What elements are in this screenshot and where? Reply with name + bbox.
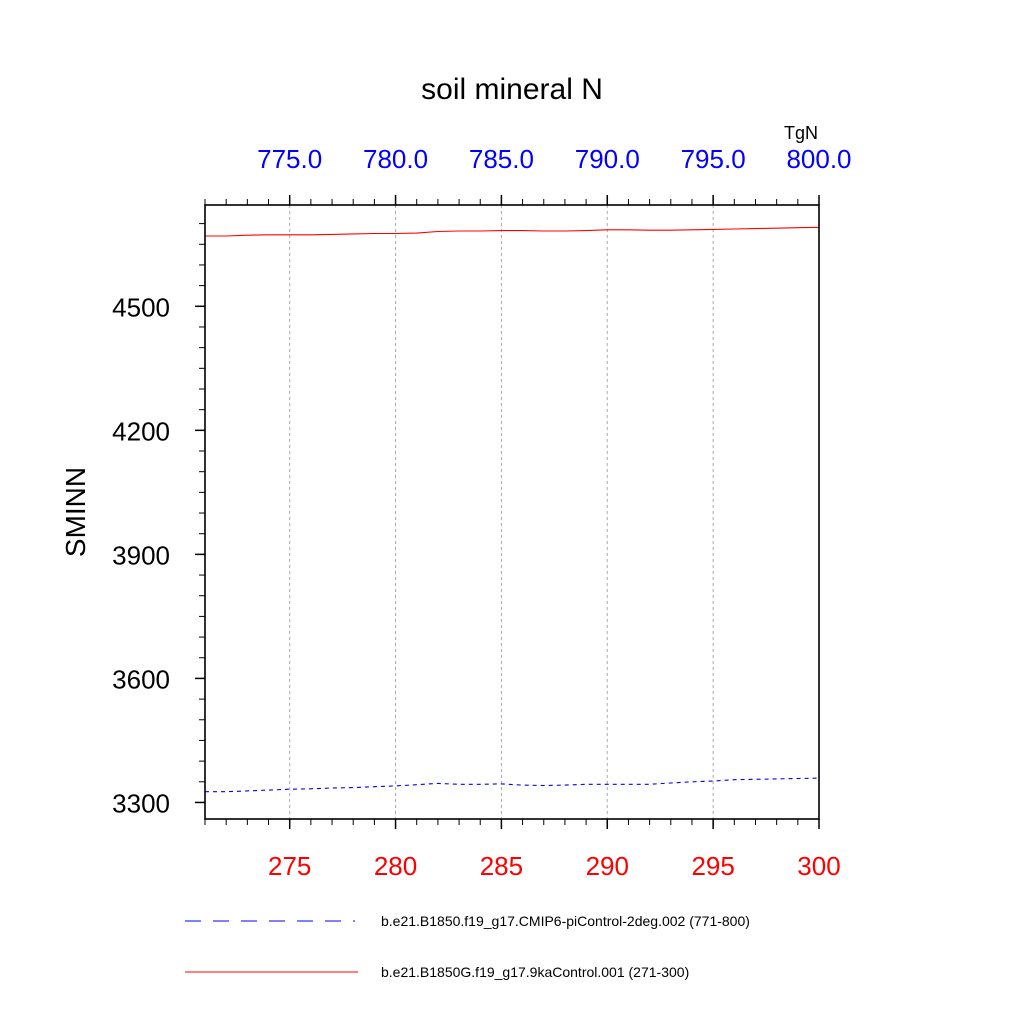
tick-marks [195,195,820,829]
legend: b.e21.B1850.f19_g17.CMIP6-piControl-2deg… [185,913,750,980]
top-tick-label: 800.0 [786,144,851,174]
series-lines [205,226,820,793]
chart-title: soil mineral N [421,73,603,106]
bottom-tick-label: 295 [691,851,734,881]
series-line-2 [205,226,820,237]
legend-label-series-1: b.e21.B1850.f19_g17.CMIP6-piControl-2deg… [381,913,750,929]
y-tick-label: 4500 [112,292,170,322]
y-tick-label: 3600 [112,664,170,694]
tick-labels: 275 280 285 290 295 300 775.0 780.0 785.0 790.0 79… [112,144,851,881]
y-tick-label: 4200 [112,416,170,446]
bottom-tick-label: 285 [480,851,523,881]
top-tick-label: 780.0 [363,144,428,174]
top-tick-label: 795.0 [681,144,746,174]
top-tick-label: 790.0 [575,144,640,174]
bottom-tick-label: 275 [268,851,311,881]
grid-lines [289,205,714,819]
units-label: TgN [784,123,818,143]
legend-label-series-2: b.e21.B1850G.f19_g17.9kaControl.001 (271… [381,964,689,980]
top-tick-label: 775.0 [257,144,322,174]
bottom-tick-label: 300 [797,851,840,881]
series-line-1 [205,777,820,793]
top-tick-label: 785.0 [469,144,534,174]
y-axis-label: SMINN [60,467,91,557]
y-tick-label: 3900 [112,540,170,570]
y-tick-label: 3300 [112,788,170,818]
plot-frame [204,204,820,820]
bottom-tick-label: 290 [586,851,629,881]
bottom-tick-label: 280 [374,851,417,881]
